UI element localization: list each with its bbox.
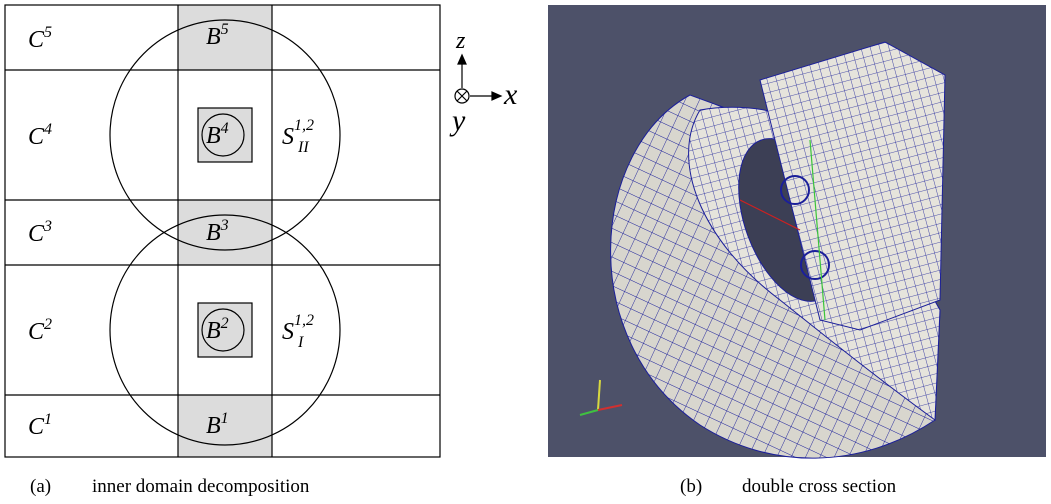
caption: inner domain decomposition bbox=[92, 476, 310, 497]
row-label: C2 bbox=[28, 316, 52, 345]
row-label: C1 bbox=[28, 411, 52, 440]
panel-a-labels: C5 C4 C3 C2 C1 B5 B4 B3 B2 B1 S1,2 II S1… bbox=[28, 21, 518, 440]
axis-label: y bbox=[449, 104, 466, 137]
sphere-label-sub: II bbox=[297, 139, 309, 156]
sphere-label-sub: I bbox=[297, 334, 304, 351]
axis-label: x bbox=[503, 78, 518, 111]
panel-b bbox=[548, 5, 1046, 458]
row-label: C5 bbox=[28, 24, 52, 53]
axis-label: z bbox=[455, 28, 466, 54]
panel-a bbox=[5, 5, 501, 457]
caption-tag: (b) bbox=[680, 476, 702, 497]
row-label: C3 bbox=[28, 218, 52, 247]
caption: double cross section bbox=[742, 476, 897, 497]
figure: C5 C4 C3 C2 C1 B5 B4 B3 B2 B1 S1,2 II S1… bbox=[0, 0, 1051, 504]
caption-tag: (a) bbox=[30, 476, 51, 497]
row-label: C4 bbox=[28, 121, 52, 150]
